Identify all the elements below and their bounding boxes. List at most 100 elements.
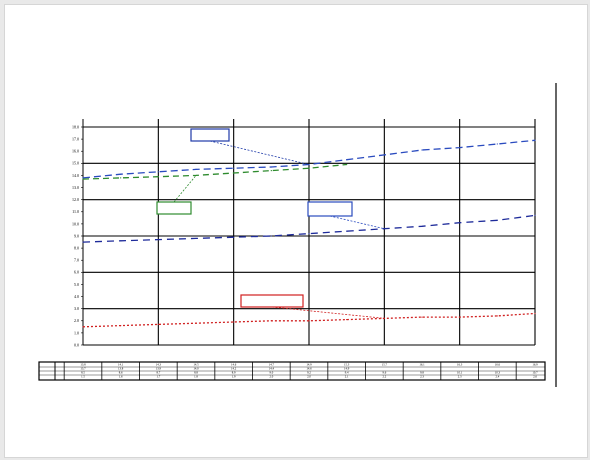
chart-annotations (156, 128, 385, 319)
series-1-point (270, 166, 272, 168)
table-cell: 13.9 (156, 367, 162, 371)
series-1-point (120, 173, 122, 175)
series-1-point (383, 154, 385, 156)
y-tick-label: 16.0 (72, 149, 79, 154)
y-tick-label: 15.0 (72, 161, 79, 166)
table-cell: 2.6 (533, 375, 537, 379)
table-cell: 8.6 (119, 371, 123, 375)
y-tick-label: 12.0 (72, 197, 79, 202)
table-cell: 2.4 (495, 375, 499, 379)
annotation-box (190, 128, 230, 142)
chart-tick-labels: 0.0 1.0 2.0 3.0 4.0 5.0 6.0 7.0 8.0 9.0 10.0 11.0 12… (72, 124, 79, 347)
annotation-box (240, 294, 304, 308)
annotation-leader (209, 140, 310, 165)
table-cell: 1.7 (156, 375, 160, 379)
table-cell: 8.8 (194, 371, 198, 375)
series-3-point (120, 240, 122, 242)
series-1-point (534, 139, 536, 141)
series-2-point (195, 174, 197, 177)
y-tick-label: 4.0 (74, 294, 79, 299)
series-3-point (157, 239, 159, 241)
series-2-point (82, 178, 84, 180)
table-cell: 2.3 (458, 375, 462, 379)
annotation-box (307, 201, 353, 217)
table-cell: 1.5 (81, 375, 85, 379)
series-3-point (421, 225, 423, 227)
y-tick-label: 10.0 (72, 221, 79, 226)
table-cell: 16.6 (495, 363, 501, 367)
table-cell: 13.8 (80, 363, 86, 367)
series-2-point (233, 172, 235, 174)
series-4-point (421, 316, 423, 318)
series-4-point (534, 312, 536, 315)
series-3-point (270, 235, 272, 237)
table-cell: 15.3 (344, 363, 350, 367)
table-cell: 14.1 (118, 363, 124, 367)
series-3-point (346, 230, 348, 232)
series-4-point (233, 321, 235, 323)
series-4-point (195, 322, 197, 324)
y-tick-label: 8.0 (74, 246, 79, 251)
table-cell: 14.7 (269, 363, 275, 367)
table-cell: 13.8 (118, 367, 124, 371)
y-tick-label: 17.0 (72, 137, 79, 142)
table-cell: 1.9 (232, 375, 236, 379)
series-3-point (82, 241, 84, 243)
annotation-box (156, 201, 192, 215)
series-3-point (534, 214, 536, 217)
table-cell: 10.3 (495, 371, 501, 375)
series-4-point (82, 326, 84, 328)
series-4-point (459, 316, 461, 318)
series-1-point (233, 167, 235, 169)
annotation-leader (173, 175, 197, 203)
y-tick-label: 6.0 (74, 270, 79, 275)
y-tick-label: 9.0 (74, 233, 79, 238)
line-chart: 0.0 1.0 2.0 3.0 4.0 5.0 6.0 7.0 8.0 9.0 10.0 11.0 12… (38, 83, 557, 387)
table-cell: 9.4 (345, 371, 349, 375)
y-tick-label: 1.0 (74, 330, 79, 335)
data-table: 13.8 14.1 14.3 14.5 14.6 14.7 14.9 15.3 15.7 16.1… (38, 361, 546, 381)
y-tick-label: 11.0 (72, 209, 79, 214)
table-cell: 8.9 (232, 371, 236, 375)
series-4-point (120, 325, 122, 327)
table-cell: 15.7 (382, 363, 388, 367)
series-2-point (308, 167, 310, 169)
table-cell: 14.0 (193, 367, 199, 371)
table-cell: 14.9 (344, 367, 350, 371)
series-4-point (157, 323, 159, 326)
series-3-point (459, 222, 461, 224)
series-1-point (346, 159, 348, 161)
annotation-leader (271, 306, 385, 319)
page-frame: 0.0 1.0 2.0 3.0 4.0 5.0 6.0 7.0 8.0 9.0 10.0 11.0 12… (4, 4, 588, 458)
series-3-point (496, 219, 498, 221)
y-tick-label: 2.0 (74, 318, 79, 323)
series-2-point (157, 176, 159, 178)
y-tick-label: 14.0 (72, 173, 79, 178)
table-cell: 14.6 (231, 363, 237, 367)
table-cell: 8.5 (81, 371, 85, 375)
table-cell: 9.6 (382, 371, 386, 375)
y-tick-label: 7.0 (74, 258, 79, 263)
series-4-point (270, 320, 272, 322)
series-1-point (459, 146, 461, 149)
table-cell: 2.0 (307, 375, 311, 379)
series-1-point (421, 149, 423, 151)
table-cell: 14.2 (231, 367, 237, 371)
annotation-leader (329, 215, 385, 230)
table-cell: 8.7 (156, 371, 160, 375)
table-cell: 16.1 (419, 363, 425, 367)
table-cell: 2.1 (345, 375, 349, 379)
table-cell: 9.0 (269, 371, 273, 375)
series-3-point (233, 236, 235, 238)
y-tick-label: 0.0 (74, 342, 79, 347)
series-line-2 (82, 163, 347, 180)
series-4-point (346, 318, 348, 321)
series-1-point (496, 143, 498, 145)
table-cell: 10.1 (457, 371, 463, 375)
table-cell: 1.6 (119, 375, 123, 379)
series-3-point (383, 228, 385, 230)
table-cell: 14.9 (306, 363, 312, 367)
series-4-point (308, 320, 310, 322)
table-cell: 9.2 (307, 371, 311, 375)
y-tick-label: 13.0 (72, 185, 79, 190)
